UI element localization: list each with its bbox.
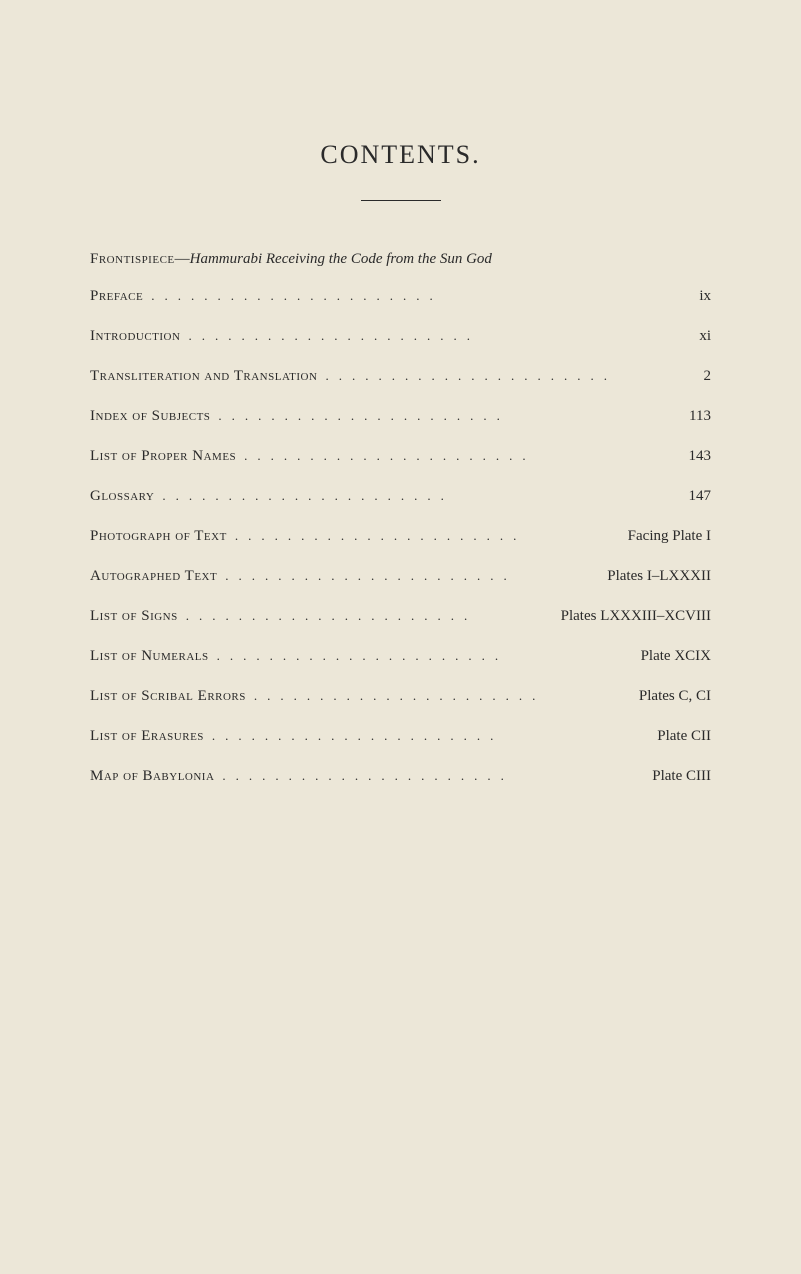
toc-entry-label: List of Scribal Errors bbox=[90, 684, 246, 708]
dot-leader: ...................... bbox=[178, 606, 561, 627]
dot-leader: ...................... bbox=[214, 766, 652, 787]
toc-entry-page: Plate XCIX bbox=[641, 644, 711, 668]
toc-entry: Introduction......................xi bbox=[90, 324, 711, 348]
toc-entry-label: Photograph of Text bbox=[90, 524, 227, 548]
toc-entry: List of Signs......................Plate… bbox=[90, 604, 711, 628]
toc-entry-page: Facing Plate I bbox=[628, 524, 711, 548]
toc-entry-label: List of Erasures bbox=[90, 724, 204, 748]
frontispiece-entry: Frontispiece—Hammurabi Receiving the Cod… bbox=[90, 251, 711, 268]
toc-entry-page: 2 bbox=[704, 364, 712, 388]
toc-entry: List of Proper Names....................… bbox=[90, 444, 711, 468]
toc-entry-label: Glossary bbox=[90, 484, 154, 508]
toc-entry-label: List of Proper Names bbox=[90, 444, 236, 468]
toc-entry: Autographed Text......................Pl… bbox=[90, 564, 711, 588]
toc-entry-page: Plate CII bbox=[657, 724, 711, 748]
toc-entry: Map of Babylonia......................Pl… bbox=[90, 764, 711, 788]
dot-leader: ...................... bbox=[209, 646, 641, 667]
toc-entry-page: Plates C, CI bbox=[639, 684, 711, 708]
frontispiece-italic: Hammurabi Receiving the Code from the Su… bbox=[190, 251, 492, 267]
page-title: CONTENTS. bbox=[90, 140, 711, 170]
dot-leader: ...................... bbox=[204, 726, 657, 747]
dot-leader: ...................... bbox=[246, 686, 639, 707]
dot-leader: ...................... bbox=[227, 526, 628, 547]
toc-entry: Glossary......................147 bbox=[90, 484, 711, 508]
frontispiece-dash: — bbox=[175, 251, 190, 267]
toc-entries: Preface......................ixIntroduct… bbox=[90, 284, 711, 788]
toc-entry: Photograph of Text......................… bbox=[90, 524, 711, 548]
dot-leader: ...................... bbox=[210, 406, 689, 427]
dot-leader: ...................... bbox=[180, 326, 699, 347]
toc-entry-page: Plates LXXXIII–XCVIII bbox=[561, 604, 711, 628]
dot-leader: ...................... bbox=[217, 566, 607, 587]
toc-entry-page: 113 bbox=[689, 404, 711, 428]
toc-entry: Transliteration and Translation.........… bbox=[90, 364, 711, 388]
toc-entry: Index of Subjects......................1… bbox=[90, 404, 711, 428]
dot-leader: ...................... bbox=[317, 366, 703, 387]
dot-leader: ...................... bbox=[154, 486, 688, 507]
toc-entry-label: Index of Subjects bbox=[90, 404, 210, 428]
toc-entry: List of Scribal Errors..................… bbox=[90, 684, 711, 708]
toc-entry-label: Preface bbox=[90, 284, 143, 308]
dot-leader: ...................... bbox=[236, 446, 688, 467]
toc-entry-label: List of Numerals bbox=[90, 644, 209, 668]
toc-entry-label: List of Signs bbox=[90, 604, 178, 628]
toc-entry-page: ix bbox=[699, 284, 711, 308]
toc-entry-label: Transliteration and Translation bbox=[90, 364, 317, 388]
toc-entry-page: Plate CIII bbox=[652, 764, 711, 788]
toc-entry: List of Erasures......................Pl… bbox=[90, 724, 711, 748]
frontispiece-label: Frontispiece bbox=[90, 251, 175, 267]
dot-leader: ...................... bbox=[143, 286, 699, 307]
toc-entry-label: Introduction bbox=[90, 324, 180, 348]
toc-entry-page: Plates I–LXXXII bbox=[607, 564, 711, 588]
toc-entry-page: xi bbox=[699, 324, 711, 348]
toc-entry: Preface......................ix bbox=[90, 284, 711, 308]
toc-entry: List of Numerals......................Pl… bbox=[90, 644, 711, 668]
toc-entry-page: 143 bbox=[689, 444, 712, 468]
toc-entry-page: 147 bbox=[689, 484, 712, 508]
toc-entry-label: Autographed Text bbox=[90, 564, 217, 588]
title-divider bbox=[361, 200, 441, 201]
toc-entry-label: Map of Babylonia bbox=[90, 764, 214, 788]
